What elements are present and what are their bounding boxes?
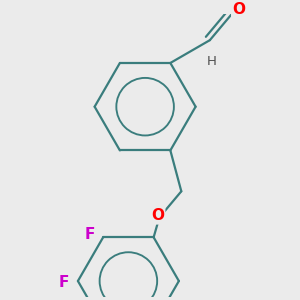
Text: F: F: [84, 227, 95, 242]
Text: O: O: [232, 2, 245, 17]
Text: O: O: [151, 208, 164, 224]
Text: H: H: [206, 55, 216, 68]
Text: F: F: [59, 275, 69, 290]
